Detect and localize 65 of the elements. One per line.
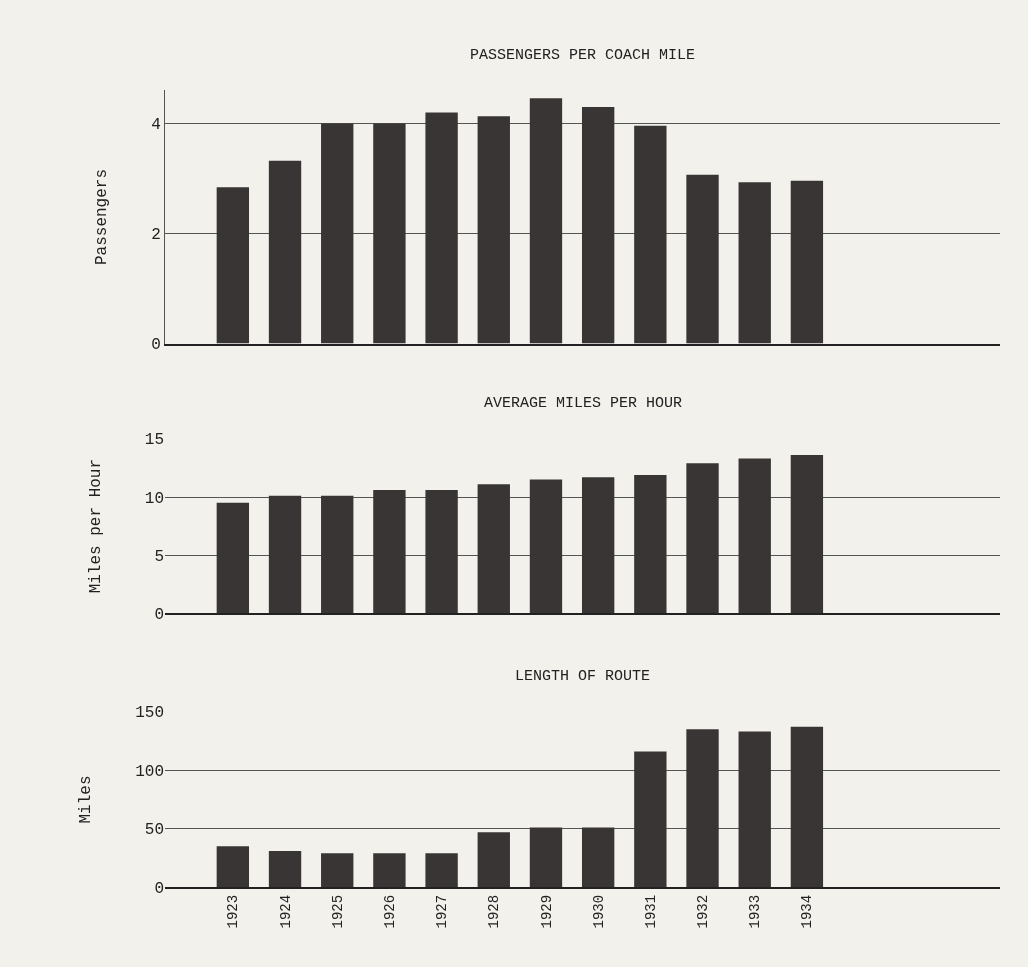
bar bbox=[634, 751, 667, 888]
chart-title: PASSENGERS PER COACH MILE bbox=[470, 47, 696, 64]
x-tick-label: 1930 bbox=[590, 894, 607, 929]
y-tick-label: 0 bbox=[154, 606, 164, 625]
bar bbox=[581, 106, 615, 344]
y-tick-label: 5 bbox=[154, 547, 164, 566]
bar bbox=[581, 477, 615, 614]
y-tick-label: 150 bbox=[135, 704, 164, 723]
x-tick-label: 1929 bbox=[538, 894, 555, 929]
x-tick-label: 1928 bbox=[486, 894, 503, 929]
y-tick-label: 2 bbox=[151, 226, 161, 245]
bar bbox=[790, 455, 824, 614]
bar bbox=[738, 458, 771, 614]
bar bbox=[425, 853, 458, 888]
bar bbox=[634, 474, 667, 614]
bar bbox=[790, 180, 824, 344]
x-tick-label: 1924 bbox=[277, 894, 294, 929]
y-axis-title: Miles per Hour bbox=[86, 458, 105, 594]
bar bbox=[529, 827, 563, 888]
y-tick-label: 4 bbox=[151, 116, 161, 135]
bar bbox=[477, 484, 510, 614]
y-tick-label: 100 bbox=[135, 762, 164, 781]
x-tick-label: 1926 bbox=[381, 894, 398, 929]
bar bbox=[738, 182, 771, 344]
bar bbox=[373, 123, 406, 344]
bar bbox=[216, 846, 250, 888]
bar bbox=[738, 731, 771, 888]
bar bbox=[686, 729, 719, 888]
bar bbox=[268, 850, 302, 888]
bar bbox=[634, 125, 667, 344]
bar bbox=[477, 832, 510, 888]
bar bbox=[268, 495, 302, 614]
y-axis-title: Passengers bbox=[93, 169, 112, 266]
y-tick-label: 0 bbox=[151, 336, 161, 355]
y-axis-title: Miles bbox=[77, 775, 96, 824]
chart-title: AVERAGE MILES PER HOUR bbox=[484, 395, 683, 412]
bar bbox=[321, 123, 354, 344]
x-tick-label: 1931 bbox=[642, 894, 659, 929]
bar bbox=[425, 112, 458, 344]
x-tick-label: 1932 bbox=[695, 894, 712, 929]
bar bbox=[216, 502, 250, 614]
bar bbox=[216, 187, 250, 344]
x-tick-label: 1933 bbox=[747, 894, 764, 929]
bar bbox=[529, 479, 563, 614]
bar bbox=[425, 490, 458, 614]
bar bbox=[529, 98, 563, 344]
bar bbox=[268, 160, 302, 344]
x-tick-label: 1927 bbox=[434, 894, 451, 929]
bar bbox=[581, 827, 615, 888]
bar bbox=[686, 174, 719, 344]
bar bbox=[373, 853, 406, 888]
bar bbox=[321, 495, 354, 614]
bar bbox=[686, 463, 719, 614]
bar bbox=[790, 726, 824, 888]
y-tick-label: 15 bbox=[144, 431, 164, 450]
bar bbox=[321, 853, 354, 888]
bar bbox=[373, 490, 406, 614]
y-tick-label: 10 bbox=[144, 489, 164, 508]
chart-title: LENGTH OF ROUTE bbox=[515, 668, 651, 685]
x-tick-label: 1923 bbox=[225, 894, 242, 929]
y-tick-label: 50 bbox=[144, 821, 164, 840]
x-tick-label: 1934 bbox=[799, 894, 816, 929]
bar bbox=[477, 116, 510, 344]
x-tick-label: 1925 bbox=[329, 894, 346, 929]
y-tick-label: 0 bbox=[154, 879, 164, 898]
